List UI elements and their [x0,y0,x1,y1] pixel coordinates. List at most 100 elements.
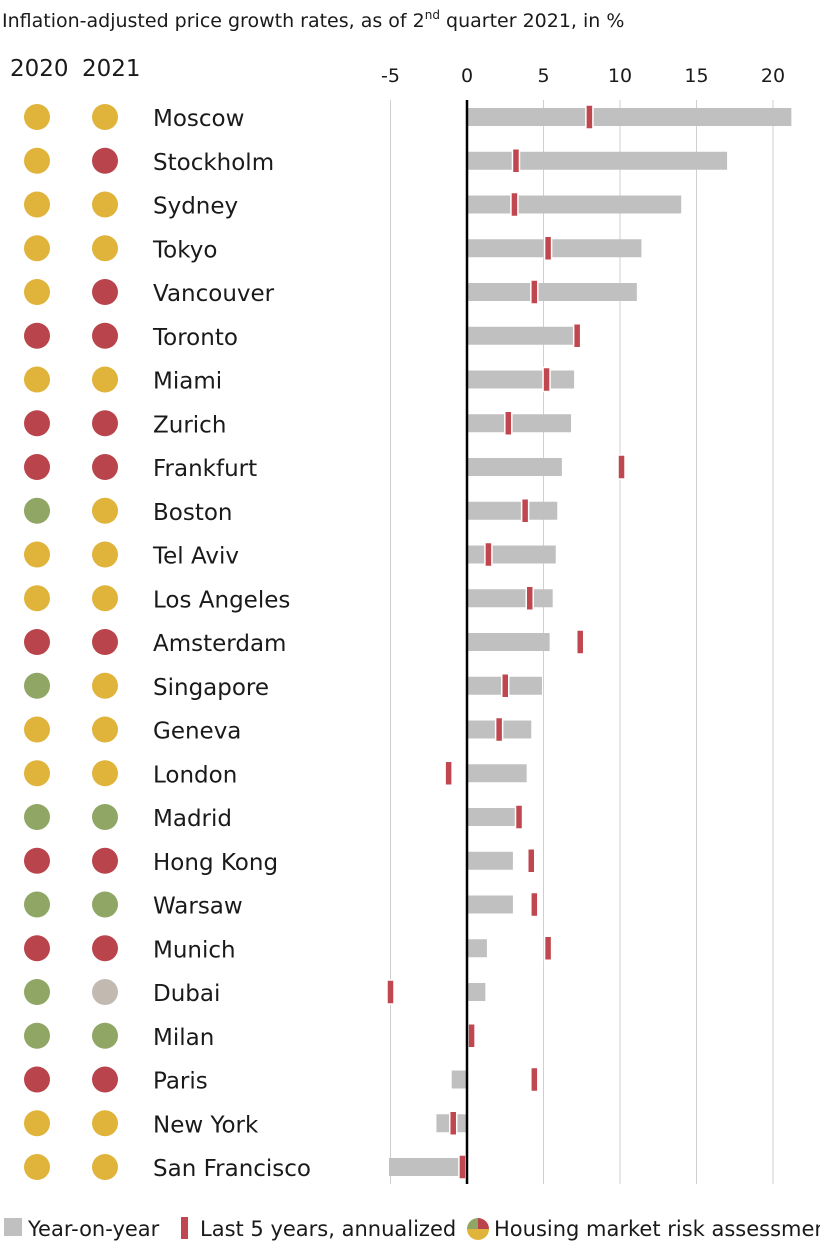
risk-dot-2020 [24,366,50,393]
five-year-marker [585,104,594,130]
yoy-bar [467,108,792,126]
title-prefix: Inflation-adjusted price growth rates, a… [2,10,425,32]
risk-dot-2021 [92,410,118,437]
risk-dot-2020 [24,497,50,524]
five-year-marker [458,1154,467,1180]
x-tick-label: 15 [684,65,708,87]
five-year-marker [575,629,585,655]
x-tick-label: -5 [381,65,400,87]
city-label: Munich [153,937,236,963]
five-year-marker [514,804,524,830]
risk-dot-2021 [92,585,118,612]
risk-dot-2021 [92,716,118,743]
risk-dot-2020 [24,935,50,962]
risk-dot-2021 [92,760,118,787]
title-superscript: nd [425,8,440,22]
five-year-marker [520,498,530,524]
city-label: San Francisco [153,1156,311,1182]
risk-dot-2021 [92,322,118,349]
yoy-bar [467,501,558,520]
city-label: Amsterdam [153,631,286,657]
risk-dot-2021 [92,191,118,218]
risk-dot-2020 [24,672,50,699]
five-year-marker [527,848,536,874]
five-year-marker [543,935,553,961]
five-year-marker [542,366,551,393]
yoy-bar [388,1158,467,1176]
city-label: Vancouver [153,281,275,307]
risk-dot-2020 [24,454,50,480]
risk-dot-2020 [24,847,50,874]
city-label: London [153,762,237,788]
risk-dot-2021 [92,104,118,130]
city-labels: Moscow Stockholm Sydney Tokyo Vancouver Toron… [152,106,311,1182]
five-year-marker [617,454,626,480]
risk-dot-2020 [24,891,50,918]
risk-dot-2021 [92,366,118,393]
yoy-bar [467,545,556,564]
x-tick-label: 20 [761,65,785,87]
five-year-marker [494,716,504,743]
five-year-marker [530,1066,539,1093]
yoy-bar [467,151,728,170]
risk-dot-2021 [92,891,118,918]
five-year-marker [510,191,519,218]
risk-dot-2020 [24,235,50,262]
city-label: Hong Kong [153,850,278,876]
city-label: Tokyo [152,237,217,263]
risk-dot-2021 [92,454,118,480]
risk-dot-2021 [92,847,118,874]
risk-dot-2021 [92,979,118,1005]
city-label: Stockholm [153,150,274,176]
five-year-marker [484,541,493,568]
yoy-bar [467,633,550,651]
risk-dot-2021 [92,235,118,262]
risk-dot-2020 [24,279,50,305]
x-tick-label: 0 [461,65,473,87]
risk-dot-2020 [24,716,50,743]
city-label: Toronto [152,325,238,351]
risk-dot-2020 [24,760,50,787]
risk-dot-2021 [92,497,118,524]
risk-dot-2021 [92,1066,118,1093]
risk-dot-2021 [92,629,118,655]
yoy-bar [467,808,521,826]
five-year-marker [504,410,513,436]
city-label: Singapore [153,675,269,701]
risk-dot-2020 [24,147,50,174]
risk-dot-2020 [24,410,50,437]
risk-dot-2021 [92,541,118,568]
legend-risk-icon [467,1218,489,1240]
city-label: Tel Aviv [152,544,239,570]
risk-dot-2020 [24,585,50,612]
city-label: Geneva [153,719,241,745]
city-label: Dubai [153,981,220,1007]
five-year-marker [525,585,534,611]
five-year-markers [386,104,626,1180]
city-label: Sydney [153,194,238,220]
risk-dot-2020 [24,1066,50,1093]
yoy-bar [467,589,553,608]
five-year-marker [511,148,521,174]
legend-risk-label: Housing market risk assessment [494,1217,820,1241]
city-label: New York [153,1112,259,1138]
risk-dot-2020 [24,1110,50,1137]
x-tick-label: 10 [608,65,632,87]
risk-dot-2020 [24,979,50,1005]
five-year-marker [467,1023,476,1049]
legend-five-year-swatch [181,1217,188,1239]
risk-dot-2020 [24,804,50,830]
risk-dot-2021 [92,804,118,830]
legend-yoy-label: Year-on-year [27,1217,160,1241]
legend: Year-on-year Last 5 years, annualized Ho… [4,1217,820,1241]
yoy-bar [467,370,575,389]
yoy-bar [467,283,637,301]
five-year-marker [444,760,453,786]
risk-dot-2020 [24,1154,50,1180]
legend-yoy-swatch [4,1218,22,1236]
risk-dot-2021 [92,1022,118,1049]
yoy-bar [451,1070,467,1089]
city-label: Moscow [153,106,244,132]
city-label: Miami [153,369,222,395]
